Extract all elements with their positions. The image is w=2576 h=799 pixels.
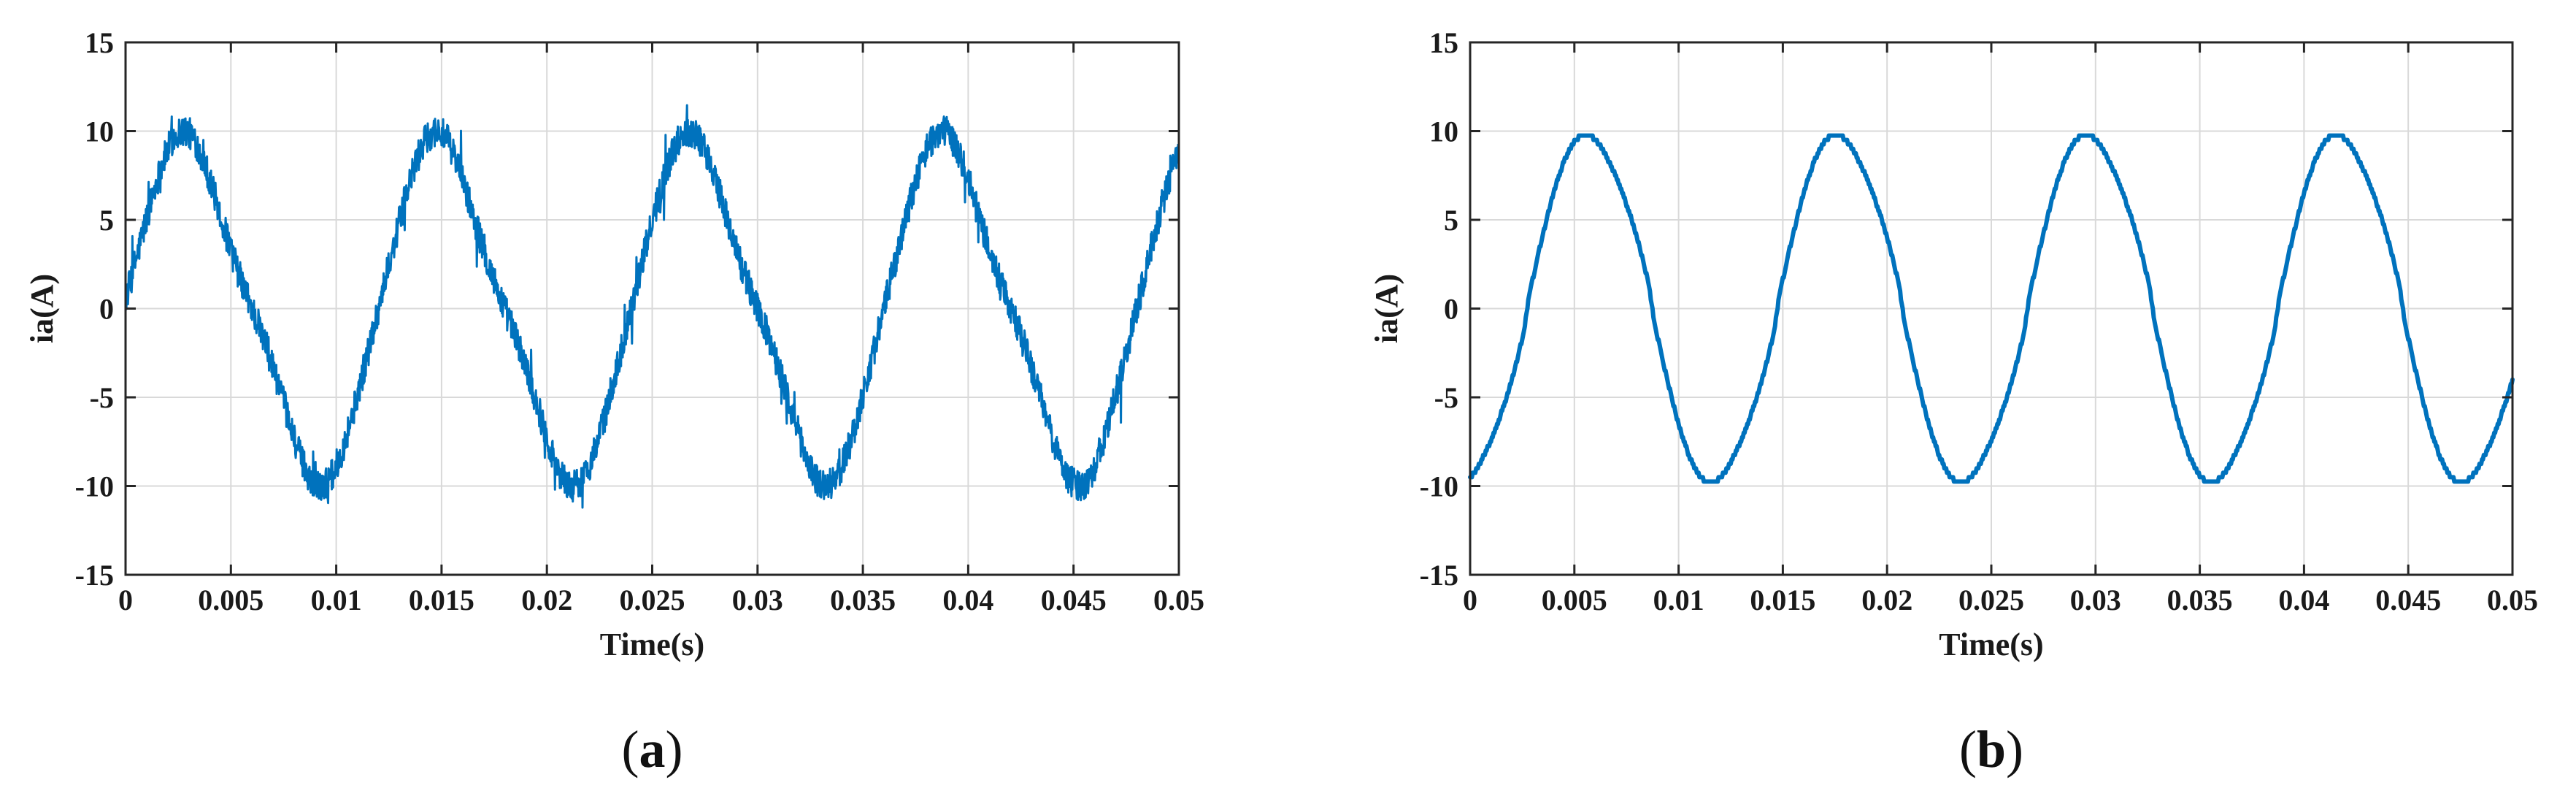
x-axis-label-a: Time(s) bbox=[600, 627, 704, 662]
x-tick-label: 0 bbox=[118, 584, 133, 616]
x-tick-label: 0.045 bbox=[2375, 584, 2441, 616]
ticks-b: 0 0.005 0.01 0.015 0.02 0.025 0.03 0.035 0.04 0.0… bbox=[1420, 26, 2538, 616]
y-tick-label: 10 bbox=[1429, 115, 1458, 148]
x-tick-label: 0.01 bbox=[311, 584, 362, 616]
y-tick-label: 5 bbox=[99, 204, 114, 237]
y-tick-label: -15 bbox=[75, 559, 114, 592]
y-tick-label: 15 bbox=[1429, 26, 1458, 59]
y-tick-label: -10 bbox=[1420, 470, 1458, 503]
x-tick-label: 0.005 bbox=[198, 584, 264, 616]
series-line-b bbox=[1468, 133, 2515, 484]
x-tick-label: 0.05 bbox=[2487, 584, 2538, 616]
y-tick-label: 5 bbox=[1444, 204, 1458, 237]
y-tick-label: -15 bbox=[1420, 559, 1458, 592]
x-tick-label: 0.04 bbox=[2278, 584, 2329, 616]
x-tick-label: 0.035 bbox=[830, 584, 896, 616]
y-tick-label: 0 bbox=[99, 293, 114, 326]
panel-caption-letter-b: b bbox=[1977, 720, 2006, 779]
x-tick-label: 0.025 bbox=[1958, 584, 2024, 616]
y-tick-label: 0 bbox=[1444, 293, 1458, 326]
x-tick-label: 0.045 bbox=[1041, 584, 1107, 616]
ticks-a: 0 0.005 0.01 0.015 0.02 0.025 0.03 0.035 0.04 0.0… bbox=[75, 26, 1204, 616]
panel-caption-letter-a: a bbox=[639, 720, 666, 779]
panel-caption-a: (a) bbox=[622, 720, 683, 779]
y-tick-label: -5 bbox=[1434, 381, 1458, 414]
x-tick-label: 0.015 bbox=[409, 584, 474, 616]
x-tick-label: 0.05 bbox=[1153, 584, 1204, 616]
x-axis-label-b: Time(s) bbox=[1939, 627, 2043, 662]
x-tick-label: 0.015 bbox=[1750, 584, 1815, 616]
x-tick-label: 0.035 bbox=[2167, 584, 2233, 616]
x-tick-label: 0.04 bbox=[942, 584, 993, 616]
grid-a bbox=[125, 42, 1180, 576]
x-tick-label: 0.03 bbox=[2070, 584, 2121, 616]
x-tick-label: 0.02 bbox=[1861, 584, 1912, 616]
panel-caption-b: (b) bbox=[1959, 720, 2023, 779]
x-tick-label: 0.02 bbox=[521, 584, 572, 616]
y-axis-label-a: ia(A) bbox=[24, 274, 60, 343]
y-tick-label: 15 bbox=[85, 26, 114, 59]
grid-b bbox=[1469, 42, 2513, 576]
y-axis-label-b: ia(A) bbox=[1369, 274, 1404, 343]
chart-panel-a: 0 0.005 0.01 0.015 0.02 0.025 0.03 0.035 0.04 0.0… bbox=[24, 26, 1204, 779]
series-line-a bbox=[124, 104, 1180, 509]
x-tick-label: 0.025 bbox=[620, 584, 685, 616]
y-tick-label: -5 bbox=[90, 381, 114, 414]
x-tick-label: 0.03 bbox=[732, 584, 783, 616]
chart-panel-b: 0 0.005 0.01 0.015 0.02 0.025 0.03 0.035 0.04 0.0… bbox=[1369, 26, 2538, 779]
x-tick-label: 0.005 bbox=[1542, 584, 1607, 616]
x-tick-label: 0.01 bbox=[1653, 584, 1704, 616]
x-tick-label: 0 bbox=[1463, 584, 1477, 616]
y-tick-label: 10 bbox=[85, 115, 114, 148]
y-tick-label: -10 bbox=[75, 470, 114, 503]
